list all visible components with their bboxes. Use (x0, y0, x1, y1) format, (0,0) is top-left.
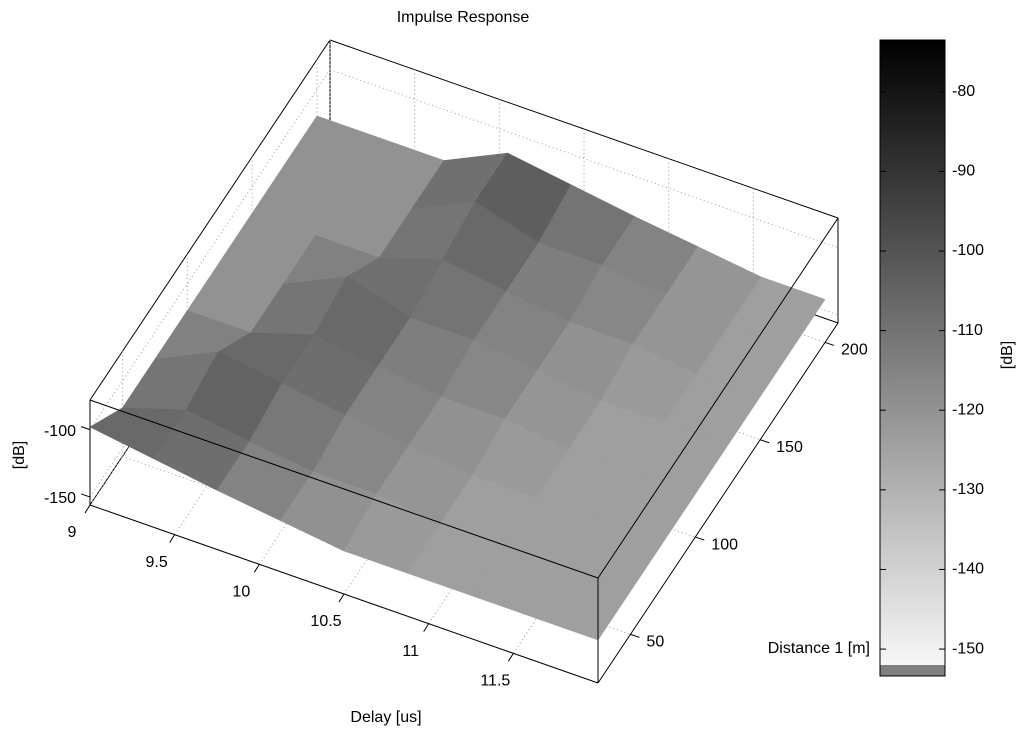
y-tick-label: 200 (841, 342, 868, 359)
x-tick (170, 535, 175, 543)
x-tick-label: 10 (232, 584, 250, 601)
colorbar-tick-label: -90 (952, 163, 975, 180)
colorbar-tick-label: -100 (952, 242, 984, 259)
y-tick (630, 634, 639, 637)
z-axis-label: [dB] (11, 441, 28, 469)
x-tick-label: 9 (68, 524, 77, 541)
x-tick (424, 624, 429, 632)
y-axis-label: Distance 1 [m] (768, 640, 870, 657)
chart: 9 9.5 10 10.5 11 11.5 50 100 150 200 -150 -100 Impu… (0, 0, 1020, 731)
colorbar-tick-label: -150 (952, 640, 984, 657)
z-tick-label: -100 (44, 423, 76, 440)
y-tick-label: 100 (711, 536, 738, 553)
colorbar-tick-label: -110 (952, 322, 983, 339)
x-tick (254, 564, 259, 572)
colorbar-tick-label: -80 (952, 83, 975, 100)
z-tick (81, 427, 90, 430)
colorbar-tick-label: -130 (952, 481, 984, 498)
x-tick-label: 10.5 (310, 613, 341, 630)
x-tick-label: 11 (402, 643, 419, 660)
y-tick (760, 440, 769, 443)
chart-title: Impulse Response (397, 9, 530, 26)
colorbar-tick-label: -120 (952, 401, 984, 418)
y-tick (825, 342, 834, 345)
x-tick (339, 594, 344, 602)
colorbar-label: [dB] (999, 341, 1016, 369)
colorbar-nan-band (880, 665, 945, 676)
x-axis-label: Delay [us] (350, 709, 421, 726)
y-tick-label: 50 (646, 634, 664, 651)
colorbar (880, 40, 945, 665)
x-tick (85, 505, 90, 513)
x-tick-label: 9.5 (146, 554, 168, 571)
x-tick (508, 653, 513, 661)
y-tick-label: 150 (776, 439, 803, 456)
surface (90, 116, 825, 640)
colorbar-tick-label: -140 (952, 561, 984, 578)
x-tick-label: 11.5 (480, 673, 510, 690)
z-tick (81, 494, 90, 497)
y-tick (695, 537, 704, 540)
z-tick-label: -150 (44, 490, 76, 507)
